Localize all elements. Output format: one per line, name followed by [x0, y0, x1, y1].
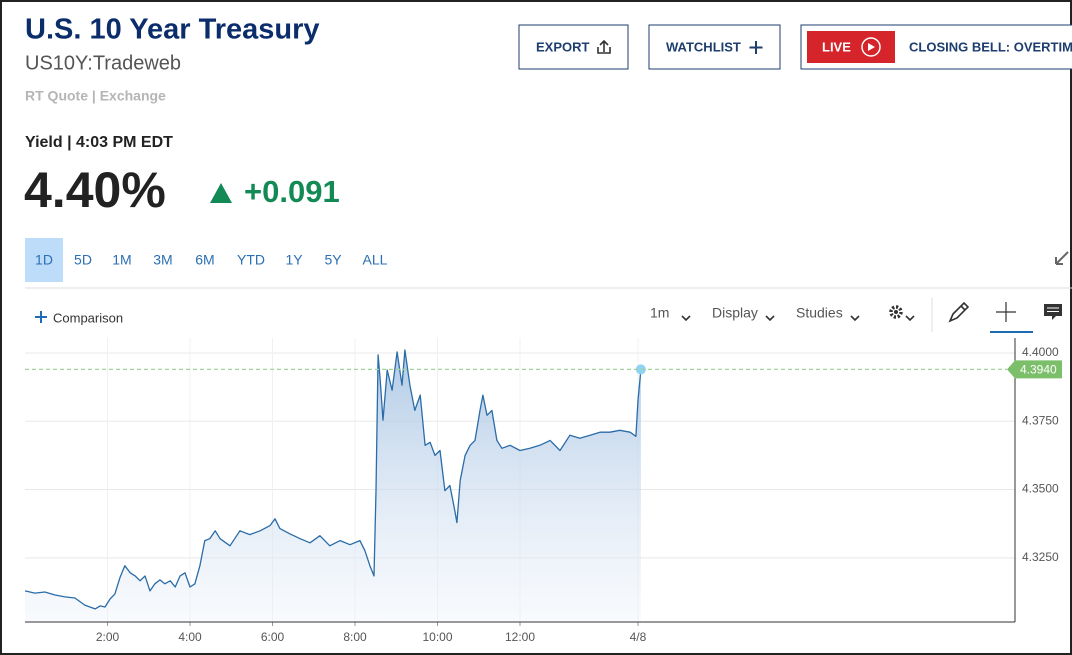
last-price-tag	[1007, 360, 1062, 379]
symbol: US10Y:Tradeweb	[25, 52, 181, 74]
chevron	[681, 315, 691, 322]
button-label: WATCHLIST	[666, 39, 741, 54]
live-label: LIVE	[822, 39, 851, 54]
line	[24, 349, 642, 610]
x-tick-label: 2:00	[96, 630, 120, 644]
range-tab[interactable]: 5D	[74, 252, 92, 268]
area	[25, 350, 641, 622]
comparison-plus[interactable]	[35, 311, 47, 323]
range-tab[interactable]: 3M	[153, 252, 172, 268]
y-tick-label: 4.3250	[1022, 550, 1059, 564]
up-arrow	[210, 183, 232, 203]
range-tab[interactable]: 5Y	[324, 252, 342, 268]
plus-icon	[749, 41, 763, 54]
x-tick-label: 4:00	[178, 630, 202, 644]
last-price-label: 4.3940	[1020, 363, 1057, 377]
price-change: +0.091	[244, 174, 340, 209]
show-label: CLOSING BELL: OVERTIME	[909, 39, 1072, 54]
range-tabs: 1D 5D 1M 3M 6M YTD 1Y 5Y ALL	[35, 252, 388, 268]
range-tab[interactable]: YTD	[237, 252, 265, 268]
expand-icon[interactable]	[1055, 251, 1069, 265]
play-triangle	[868, 43, 875, 51]
range-tab[interactable]: 1M	[112, 252, 131, 268]
export-button[interactable]: EXPORT	[518, 24, 629, 70]
chevron	[905, 315, 915, 322]
chevron	[850, 315, 860, 322]
display-menu[interactable]: Display	[712, 305, 758, 321]
interval-menu[interactable]: 1m	[650, 305, 669, 321]
x-tick-label: 10:00	[422, 630, 452, 644]
range-tab[interactable]: 6M	[195, 252, 214, 268]
gear-icon	[889, 305, 903, 319]
y-tick-label: 4.3500	[1022, 482, 1059, 496]
y-tick-label: 4.4000	[1022, 345, 1059, 359]
x-tick-label: 12:00	[505, 630, 535, 644]
y-tick-label: 4.3750	[1022, 413, 1059, 427]
comparison-button[interactable]: Comparison	[53, 310, 123, 325]
x-tick-label: 6:00	[261, 630, 285, 644]
quote-source: RT Quote | Exchange	[25, 88, 166, 104]
range-tab[interactable]: ALL	[363, 252, 388, 268]
comment-lines	[1047, 307, 1059, 312]
export-icon	[597, 39, 611, 54]
settings-button[interactable]	[889, 305, 915, 322]
button-label: EXPORT	[536, 39, 590, 54]
selected-range-highlight	[25, 238, 63, 282]
draw-icon[interactable]	[948, 301, 970, 323]
chart: 4.3250 4.3500 4.3750 4.4000 2:00 4:00 6:00 8:00…	[24, 338, 1062, 644]
crosshair-icon[interactable]	[996, 302, 1016, 322]
play-icon	[861, 37, 881, 57]
chevron	[765, 315, 775, 322]
live-badge	[807, 31, 895, 63]
range-tab[interactable]: 1Y	[285, 252, 303, 268]
live-button[interactable]: LIVE CLOSING BELL: OVERTIME	[800, 24, 1072, 70]
studies-menu[interactable]: Studies	[796, 305, 843, 321]
last-price: 4.40%	[24, 162, 166, 218]
title: U.S. 10 Year Treasury	[25, 14, 320, 46]
x-tick-label: 8:00	[343, 630, 367, 644]
range-tab[interactable]: 1D	[35, 252, 53, 268]
last-point	[635, 364, 646, 375]
watchlist-button[interactable]: WATCHLIST	[648, 24, 781, 70]
gear-hub	[894, 310, 898, 314]
x-tick-label: 4/8	[630, 630, 647, 644]
quote-timestamp: Yield | 4:03 PM EDT	[25, 134, 173, 151]
